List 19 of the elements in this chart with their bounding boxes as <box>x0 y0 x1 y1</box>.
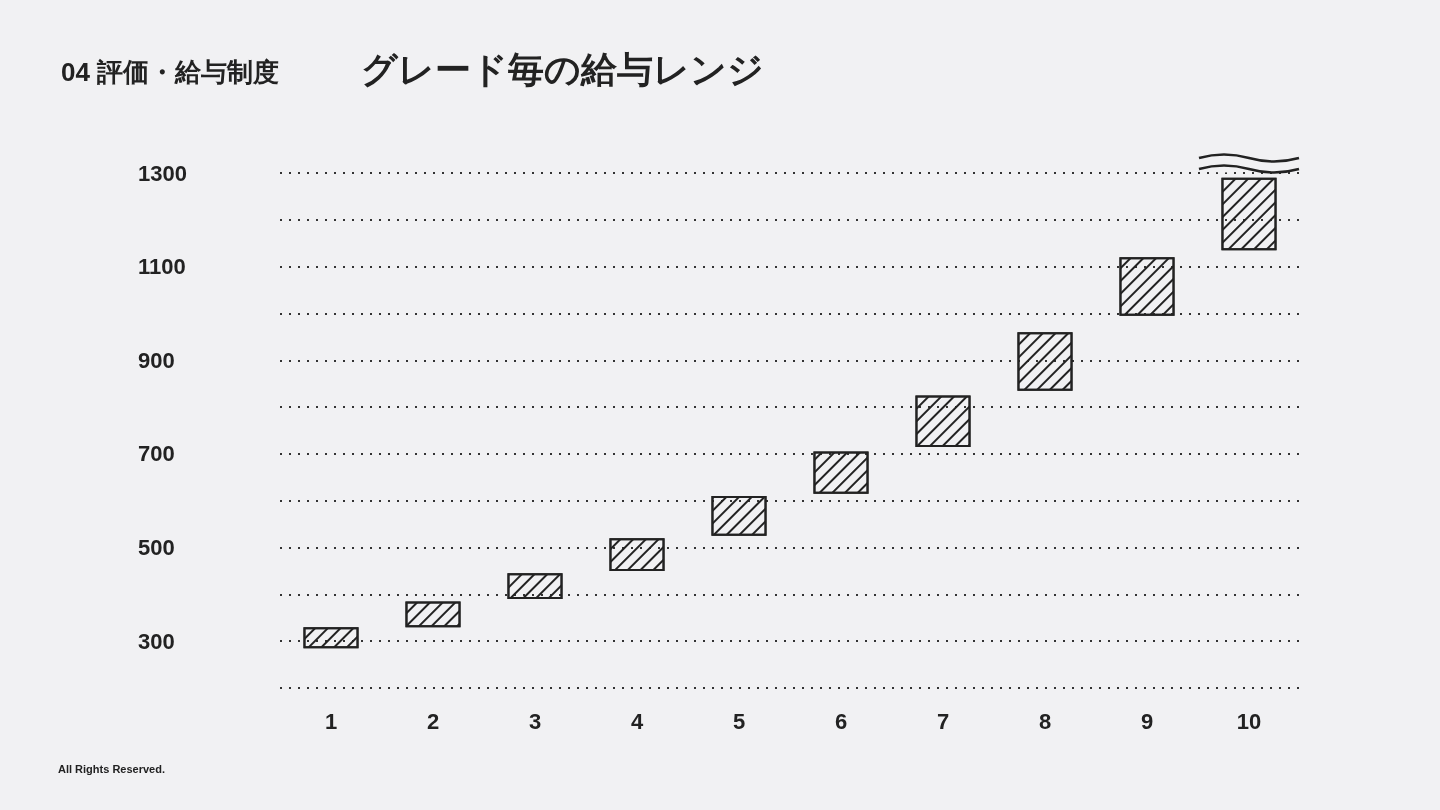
x-tick-label: 1 <box>324 708 338 734</box>
y-tick-label: 500 <box>138 535 175 561</box>
y-tick-label: 1300 <box>138 160 187 186</box>
chart-title: グレード毎の給与レンジ <box>361 48 764 90</box>
x-tick-label: 10 <box>1236 708 1262 734</box>
text: All Rights Reserved. <box>58 762 165 775</box>
y-tick-label: 700 <box>138 441 175 467</box>
x-tick-label: 5 <box>732 708 746 734</box>
x-tick-label: 4 <box>630 708 644 734</box>
x-tick-label: 7 <box>936 708 950 734</box>
y-tick-label: 300 <box>138 628 175 654</box>
y-tick-label: 900 <box>138 347 175 373</box>
x-tick-label: 8 <box>1038 708 1052 734</box>
y-tick-label: 1100 <box>138 254 186 280</box>
x-tick-label: 3 <box>528 708 542 734</box>
chart-subtitle: 04 評価・給与制度 <box>61 57 280 87</box>
x-tick-label: 9 <box>1140 708 1154 734</box>
x-tick-label: 6 <box>834 708 848 734</box>
x-tick-label: 2 <box>426 708 440 734</box>
